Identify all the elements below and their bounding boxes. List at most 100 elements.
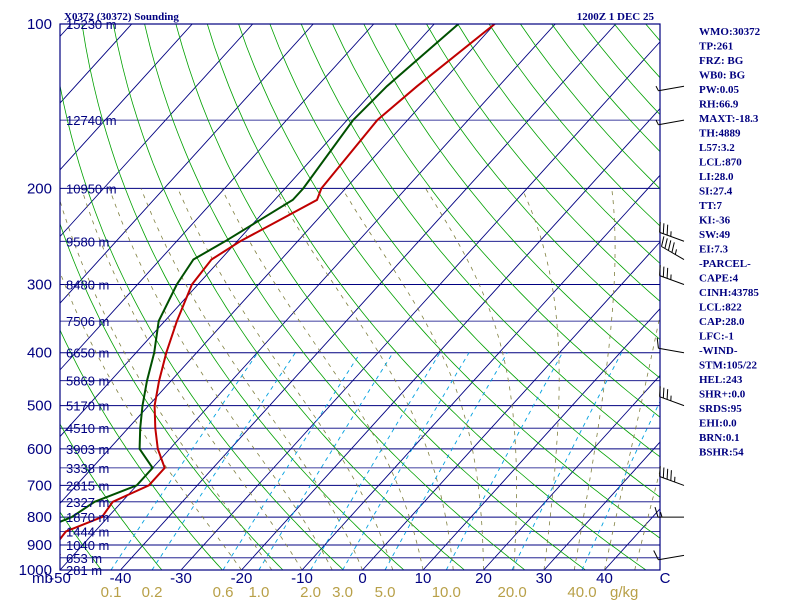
mixing-ratio-tick-label: 1.0 [248,584,269,600]
index-line: LFC:-1 [699,331,734,343]
moist-adiabat [604,313,660,570]
isotherm-line [60,24,496,504]
wind-barb-flag [659,265,661,276]
wind-barb-flag [666,468,669,480]
dry-adiabat [771,24,800,570]
index-line: EHI:0.0 [699,418,737,430]
index-line: EI:7.3 [699,244,729,256]
dry-adiabat [144,24,526,570]
mixing-ratio-tick-label: 0.2 [142,584,163,600]
pressure-tick-label: 900 [27,537,52,554]
isotherm-line [120,24,617,570]
wind-barb-flag [667,240,672,251]
wind-barb-shaft [658,85,685,92]
mixing-ratio-tick-label: 5.0 [375,584,396,600]
index-line: MAXT:-18.3 [699,113,759,125]
moist-adiabat [221,188,424,570]
dry-adiabat [112,24,465,570]
height-label: 4510 m [66,421,109,436]
index-line: BSHR:54 [699,447,744,459]
temperature-tick-label: -30 [170,570,192,587]
temperature-tick-label: -40 [110,570,132,587]
mixing-ratio-line [384,352,508,570]
index-line: -WIND- [699,345,738,357]
wind-barb-flag [659,386,661,397]
dry-adiabat [582,24,660,116]
temperature-tick-label: -20 [231,570,253,587]
isotherm-line [362,241,660,570]
wind-barb-shaft [658,119,685,126]
wind-barb-flag [662,223,665,234]
moist-adiabat [274,188,454,570]
chart-grid [60,24,800,570]
wind-barb-flag [666,224,669,236]
dry-adiabat [60,329,223,570]
wind-barb-flag [664,238,668,249]
wind-barb [656,337,685,354]
temperature-tick-label: -50 [49,570,71,587]
isotherm-line [60,24,314,304]
pressure-tick-label: 700 [27,477,52,494]
index-line: CINH:43785 [699,287,759,299]
mixing-ratio-line [258,352,394,570]
wind-barb [655,119,685,126]
wind-barb-flag [654,506,659,518]
height-label: 2815 m [66,478,109,493]
index-line: HEL:243 [699,374,743,386]
height-label: 281 m [66,563,102,578]
height-label: 5869 m [66,374,109,389]
stability-indices-panel: WMO:30372 TP:261 FRZ: BG WB0: BG PW:0.05 RH:6… [699,26,761,459]
index-line: CAP:28.0 [699,316,745,328]
height-label: 3903 m [66,442,109,457]
mixing-ratio-line [222,352,361,570]
height-label: 2327 m [66,495,109,510]
temperature-tick-label: 0 [358,570,366,587]
wind-barb-flag [662,387,665,399]
y-axis-unit-label: mb [32,570,53,587]
index-line: LCL:870 [699,157,742,169]
index-line: TP:261 [699,41,733,53]
wind-barb-flag [656,337,659,349]
wind-barb-half-flag [674,249,677,255]
height-label: 1870 m [66,510,109,525]
dry-adiabat [81,24,405,570]
chart-title: X0372 (30372) Sounding [64,11,179,23]
dry-adiabat [332,24,660,418]
wind-barb-flag [666,267,669,279]
wind-barb-flag [653,550,659,561]
isotherm-line [301,174,660,570]
index-line: SHR+:0.0 [699,389,746,401]
index-line: RH:66.9 [699,99,739,111]
index-line: FRZ: BG [699,55,744,67]
temperature-tick-label: C [660,570,671,587]
isotherm-line [60,24,375,371]
index-line: SRDS:95 [699,403,742,415]
height-label: 7506 m [66,314,109,329]
wind-barb-flag [662,266,665,278]
isotherm-line [180,41,660,570]
isotherm-line [422,308,660,570]
wind-barb-shaft [658,554,685,561]
pressure-tick-label: 400 [27,345,52,362]
isotherm-line [60,24,193,171]
moist-adiabat [81,188,303,570]
pressure-tick-label: 300 [27,277,52,294]
dry-adiabat [551,24,660,153]
wind-barb [659,221,685,242]
temperature-tick-label: -10 [291,570,313,587]
pressure-tick-label: 500 [27,398,52,415]
height-label: 1040 m [66,538,109,553]
index-line: LCL:822 [699,302,742,314]
pressure-tick-label: 600 [27,441,52,458]
index-line: KI:-36 [699,215,731,227]
plot-frame [59,23,661,571]
dry-adiabat [60,511,102,570]
wind-barb-flag [671,242,675,253]
mixing-ratio-tick-label: 40.0 [567,584,596,600]
dewpoint-profile [60,24,460,523]
mixing-ratio-line [511,352,622,570]
wind-barb-shaft [659,396,685,407]
isotherm-line [483,374,660,570]
wind-barb-half-flag [660,511,663,518]
